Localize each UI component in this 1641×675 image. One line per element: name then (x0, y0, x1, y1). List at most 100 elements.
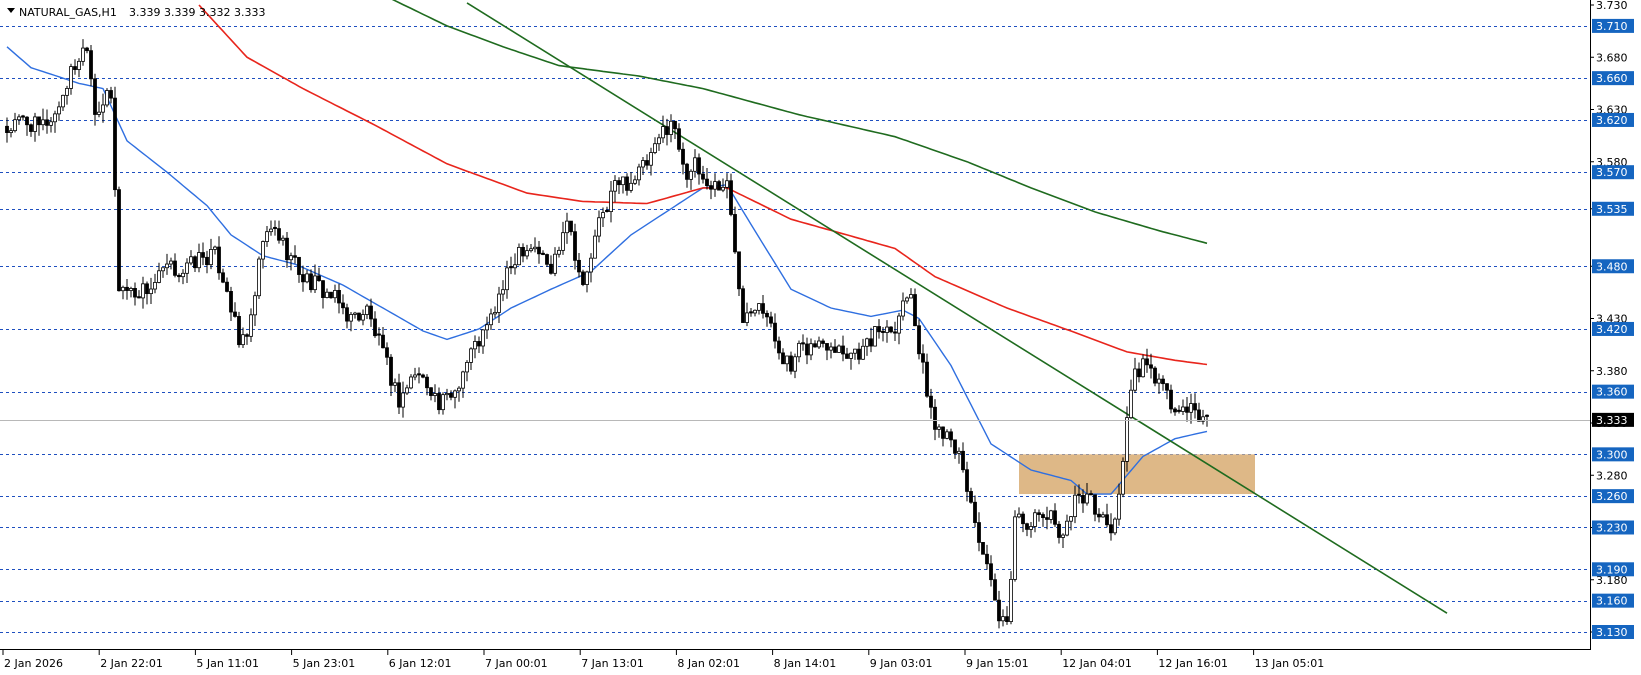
candle (1053, 503, 1057, 527)
candle-body (897, 315, 901, 334)
candle-body (637, 166, 641, 181)
candle-body (733, 214, 737, 253)
candle (133, 282, 137, 306)
candle-body (89, 50, 93, 80)
candle (1049, 509, 1053, 524)
candle (1153, 366, 1157, 387)
candle-body (1057, 523, 1061, 538)
candle-body (685, 163, 689, 180)
candle-body (133, 288, 137, 298)
candle-body (713, 181, 717, 190)
candle-body (345, 307, 349, 322)
candle (593, 229, 597, 259)
candle-body (397, 382, 401, 408)
candle-body (549, 263, 553, 274)
candle-body (45, 119, 49, 126)
candle (965, 461, 969, 502)
x-tick-label: 12 Jan 16:01 (1158, 657, 1228, 670)
candle-body (633, 179, 637, 184)
candle-body (1169, 389, 1173, 410)
candle-body (1117, 493, 1121, 520)
candle (561, 221, 565, 255)
candle (341, 294, 345, 315)
candle (549, 255, 553, 275)
candle (1161, 375, 1165, 391)
candle (149, 277, 153, 304)
candle-body (581, 271, 585, 285)
candle-body (689, 170, 693, 180)
candle-body (953, 439, 957, 454)
candle (933, 399, 937, 441)
candle (713, 173, 717, 197)
candle-body (877, 326, 881, 333)
candle-body (437, 393, 441, 411)
candle (693, 149, 697, 178)
candle (793, 353, 797, 379)
candle (501, 280, 505, 302)
x-tick-label: 12 Jan 04:01 (1062, 657, 1132, 670)
candle (353, 311, 357, 319)
candle (309, 269, 313, 293)
candle-body (409, 376, 413, 389)
candle-body (1077, 493, 1081, 496)
candle (645, 154, 649, 170)
candle (13, 112, 17, 133)
candle (237, 311, 241, 348)
candle (213, 245, 217, 255)
candle-body (1005, 616, 1009, 622)
candle-body (1041, 514, 1045, 519)
candle-body (377, 333, 381, 336)
candle (909, 288, 913, 299)
level-label: 3.660 (1596, 72, 1628, 85)
candle (785, 355, 789, 372)
candle (297, 256, 301, 283)
candle (289, 252, 293, 271)
candle-body (745, 312, 749, 323)
candle-body (33, 116, 37, 132)
candle-body (805, 343, 809, 356)
x-tick-label: 7 Jan 13:01 (581, 657, 644, 670)
candle-body (153, 282, 157, 290)
candle (917, 319, 921, 360)
dropdown-triangle-icon[interactable] (7, 8, 15, 13)
candle-body (1045, 517, 1049, 520)
candle-body (73, 66, 77, 70)
candle (249, 308, 253, 343)
candle (9, 128, 13, 138)
x-tick-label: 9 Jan 15:01 (966, 657, 1029, 670)
candle-body (281, 237, 285, 241)
candle-body (497, 293, 501, 313)
candle-body (941, 426, 945, 439)
ohlc-readout: 3.339 3.339 3.332 3.333 (129, 6, 265, 19)
x-tick-label: 5 Jan 11:01 (196, 657, 259, 670)
candle (929, 388, 933, 419)
candle-body (1093, 494, 1097, 515)
x-tick-label: 2 Jan 2026 (4, 657, 63, 670)
candle-body (1137, 368, 1141, 378)
candle (845, 347, 849, 359)
candle (413, 367, 417, 381)
candle-body (961, 450, 965, 471)
candle-body (149, 288, 153, 295)
candle (93, 73, 97, 126)
candle (941, 426, 945, 447)
candle-body (321, 280, 325, 298)
candle (177, 273, 181, 283)
candle (777, 336, 781, 360)
candle (605, 206, 609, 213)
candle (385, 342, 389, 366)
candle (889, 326, 893, 334)
candle-body (261, 241, 265, 260)
candle (121, 285, 125, 300)
candle (57, 101, 61, 121)
level-label: 3.160 (1596, 595, 1628, 608)
candle (1061, 533, 1065, 548)
y-tick-label: 3.280 (1596, 469, 1628, 482)
candle-body (629, 182, 633, 191)
candle (73, 59, 77, 75)
candle (537, 241, 541, 264)
candle-body (965, 469, 969, 492)
level-label-bg (1592, 201, 1634, 216)
candle (1033, 509, 1037, 533)
